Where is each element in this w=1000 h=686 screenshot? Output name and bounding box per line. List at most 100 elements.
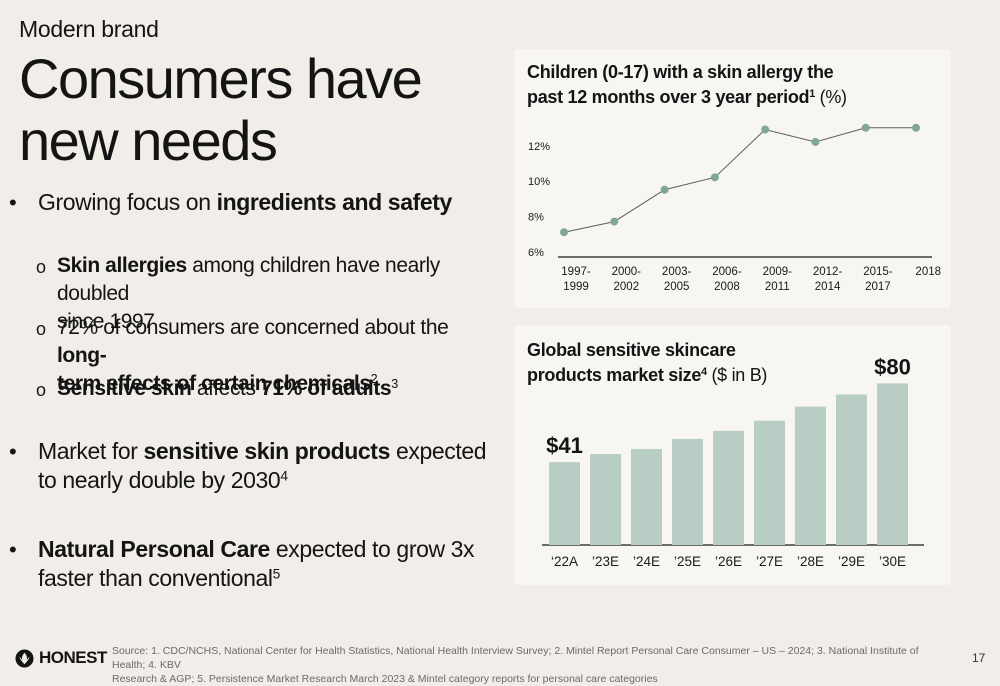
eyebrow-label: Modern brand [19, 16, 159, 42]
subbullet-bold-text: long- [57, 344, 107, 367]
data-point [660, 185, 669, 194]
bar [836, 394, 867, 545]
bar [795, 406, 826, 545]
bar [877, 383, 908, 545]
series-line [563, 127, 916, 233]
chart-title-line: past 12 months over 3 year period [527, 87, 810, 107]
subbullet-bold-text: Sensitive skin [57, 377, 192, 400]
data-point [861, 123, 870, 132]
bullet-ingredients: • Growing focus on ingredients and safet… [9, 188, 453, 217]
bar [672, 438, 703, 545]
data-point [560, 228, 568, 237]
data-point [610, 217, 619, 226]
x-tick-label: ’26E [715, 554, 742, 569]
x-tick-label: 2009-2011 [763, 266, 793, 293]
x-tick-label: 2000-2002 [612, 266, 642, 293]
subbullet-glyph: o [36, 319, 46, 339]
bullet-glyph: • [9, 537, 17, 562]
subbullet-glyph: o [36, 380, 46, 400]
bar [590, 454, 621, 545]
x-tick-label: 2012-2014 [813, 266, 843, 293]
x-tick-label: ’24E [633, 554, 660, 569]
y-tick-label: 6% [528, 247, 544, 259]
bullet-list: • Growing focus on ingredients and safet… [0, 0, 500, 685]
subbullet-bold-text: 71% of adults [261, 377, 392, 400]
footnote-ref: 3 [391, 377, 398, 392]
subbullet-chemicals: o 72% of consumers are concerned about t… [36, 314, 500, 398]
bullet-glyph: • [9, 190, 17, 215]
market-chart-card: Global sensitive skincare products marke… [514, 325, 951, 585]
x-tick-label: ‘22A [551, 554, 578, 569]
bullet-glyph: • [9, 439, 17, 464]
subbullet-text: among children have nearly doubled [57, 254, 440, 305]
page-number: 17 [972, 651, 986, 665]
x-tick-label: ’23E [592, 554, 619, 569]
footnote-ref: 4 [280, 468, 288, 484]
bullet-text: faster than conventional [38, 565, 273, 591]
chart-title-line: Global sensitive skincare [527, 340, 736, 360]
chart-title-line: Children (0-17) with a skin allergy the [527, 62, 834, 82]
y-tick-label: 8% [528, 212, 544, 224]
bar [549, 462, 580, 545]
x-tick-label: 2003-2005 [662, 266, 692, 293]
x-tick-label: ’28E [797, 554, 824, 569]
bullet-bold-text: sensitive skin products [143, 438, 391, 464]
data-label: $41 [546, 433, 583, 458]
subbullet-sensitive-skin: o Sensitive skin affects 71% of adults3 [36, 375, 398, 403]
title-line-1: Consumers have [19, 47, 423, 110]
chart-title: Children (0-17) with a skin allergy the … [527, 60, 847, 110]
subbullet-skin-allergies: o Skin allergies among children have nea… [36, 252, 500, 336]
bar [754, 420, 785, 545]
bullet-text: expected [389, 438, 487, 464]
bullet-bold-text: Natural Personal Care [38, 536, 270, 562]
x-tick-label: 2006-2008 [712, 266, 742, 293]
data-point [912, 123, 920, 132]
chart-unit: (%) [814, 87, 847, 107]
source-footnote: Source: 1. CDC/NCHS, National Center for… [112, 644, 942, 686]
subbullet-text: since 1997 [57, 310, 155, 333]
bullet-bold-text: ingredients and safety [216, 189, 453, 215]
chart-title: Global sensitive skincare products marke… [527, 338, 767, 388]
footnote-ref: 4 [701, 366, 707, 379]
x-tick-label: 1997-1999 [561, 266, 591, 293]
chart-title-line: products market size [527, 365, 702, 385]
bullet-text: Market for [38, 438, 144, 464]
y-tick-label: 12% [528, 141, 550, 153]
bullet-text: Growing focus on [38, 189, 217, 215]
source-line: Research & AGP; 5. Persistence Market Re… [112, 673, 658, 685]
brand-logo: HONEST [15, 648, 107, 668]
subbullet-glyph: o [36, 257, 46, 277]
x-tick-label: 2018 [915, 266, 941, 278]
footnote-ref: 1 [809, 88, 815, 101]
data-point [761, 125, 770, 134]
subbullet-bold-text: Skin allergies [57, 254, 187, 277]
bullet-market: • Market for sensitive skin products exp… [9, 437, 487, 495]
y-tick-label: 10% [528, 176, 550, 188]
page-title: Consumers have new needs [19, 47, 423, 172]
data-point [811, 137, 820, 146]
brand-name: HONEST [39, 648, 107, 667]
data-label: $80 [874, 354, 911, 379]
x-tick-label: ’27E [756, 554, 783, 569]
data-point [710, 173, 719, 182]
bullet-text: to nearly double by 2030 [38, 467, 281, 493]
x-tick-label: ’30E [879, 554, 906, 569]
subbullet-bold-text: term effects of certain chemicals [57, 372, 371, 395]
source-line: Source: 1. CDC/NCHS, National Center for… [112, 645, 919, 671]
bullet-natural-care: • Natural Personal Care expected to grow… [9, 535, 475, 593]
footnote-ref: 5 [272, 566, 281, 582]
x-tick-label: 2015-2017 [863, 266, 893, 293]
subbullet-text: affects [191, 377, 262, 400]
allergy-chart-card: Children (0-17) with a skin allergy the … [514, 49, 951, 308]
line-chart: 6% 8% 10% 12% 1997-1999 2000-2002 2003-2005 200… [528, 123, 941, 293]
bullet-text: expected to grow 3x [269, 536, 475, 562]
honest-logo-icon [15, 648, 34, 668]
bar [713, 430, 744, 545]
x-tick-label: ’29E [838, 554, 865, 569]
title-line-2: new needs [19, 109, 278, 172]
chart-unit: ($ in B) [706, 365, 768, 385]
x-tick-label: ’25E [674, 554, 701, 569]
bar [631, 449, 662, 545]
footnote-ref: 2 [370, 372, 378, 387]
subbullet-text: 72% of consumers are concerned about the [57, 316, 449, 339]
